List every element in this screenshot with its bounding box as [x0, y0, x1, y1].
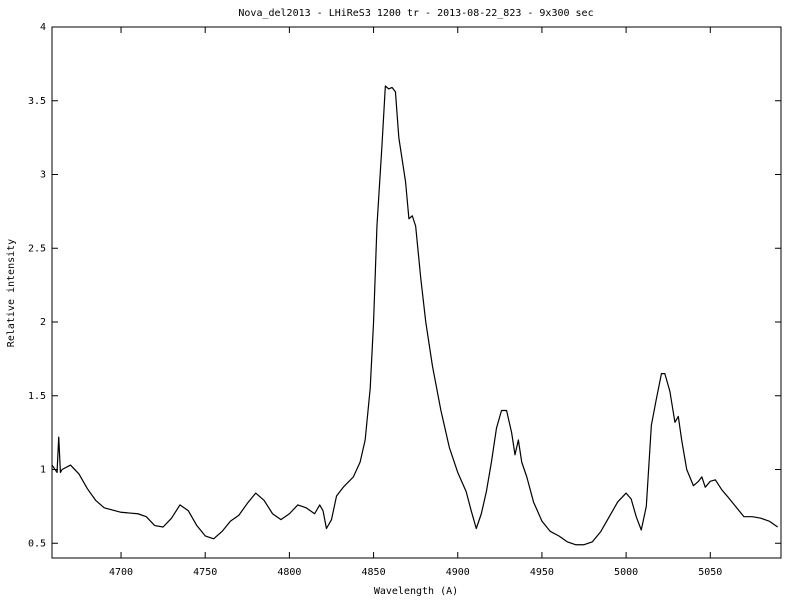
y-tick-label: 3 [40, 170, 46, 181]
x-axis-label: Wavelength (A) [374, 586, 458, 597]
spectrum-line [51, 85, 778, 546]
y-tick-label: 1 [40, 465, 46, 476]
y-tick-label: 0.5 [28, 538, 46, 549]
y-tick-label: 4 [40, 22, 46, 33]
y-tick-label: 2.5 [28, 243, 46, 254]
x-tick-label: 4850 [362, 567, 386, 578]
y-tick-label: 1.5 [28, 391, 46, 402]
y-tick-label: 2 [40, 317, 46, 328]
chart-title: Nova_del2013 - LHiReS3 1200 tr - 2013-08… [238, 8, 593, 19]
y-tick-label: 3.5 [28, 96, 46, 107]
x-tick-label: 4800 [277, 567, 301, 578]
x-tick-label: 4700 [109, 567, 133, 578]
plot-frame [51, 26, 782, 559]
x-tick-label: 4900 [446, 567, 470, 578]
x-tick-label: 4750 [193, 567, 217, 578]
x-tick-label: 5000 [614, 567, 638, 578]
x-tick-label: 4950 [530, 567, 554, 578]
y-axis-label: Relative intensity [6, 239, 17, 347]
x-tick-label: 5050 [698, 567, 722, 578]
